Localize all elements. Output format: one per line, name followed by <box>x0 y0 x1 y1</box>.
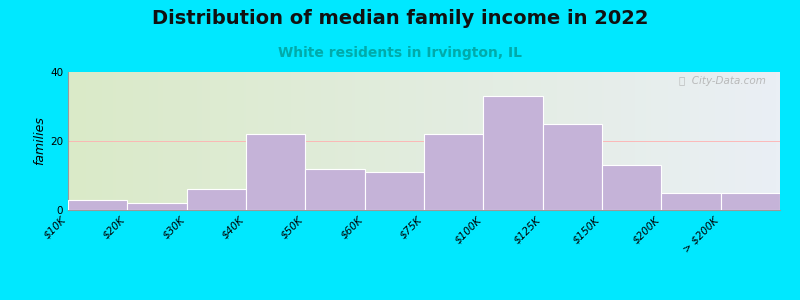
Text: Distribution of median family income in 2022: Distribution of median family income in … <box>152 9 648 28</box>
Bar <box>483 96 542 210</box>
Bar <box>662 193 721 210</box>
Bar <box>602 165 662 210</box>
Bar <box>68 200 127 210</box>
Bar <box>127 203 186 210</box>
Y-axis label: families: families <box>33 117 46 165</box>
Bar <box>365 172 424 210</box>
Bar <box>424 134 483 210</box>
Bar <box>246 134 306 210</box>
Text: ⓘ  City-Data.com: ⓘ City-Data.com <box>679 76 766 86</box>
Bar <box>542 124 602 210</box>
Text: White residents in Irvington, IL: White residents in Irvington, IL <box>278 46 522 61</box>
Bar <box>721 193 780 210</box>
Bar <box>306 169 365 210</box>
Bar <box>186 189 246 210</box>
